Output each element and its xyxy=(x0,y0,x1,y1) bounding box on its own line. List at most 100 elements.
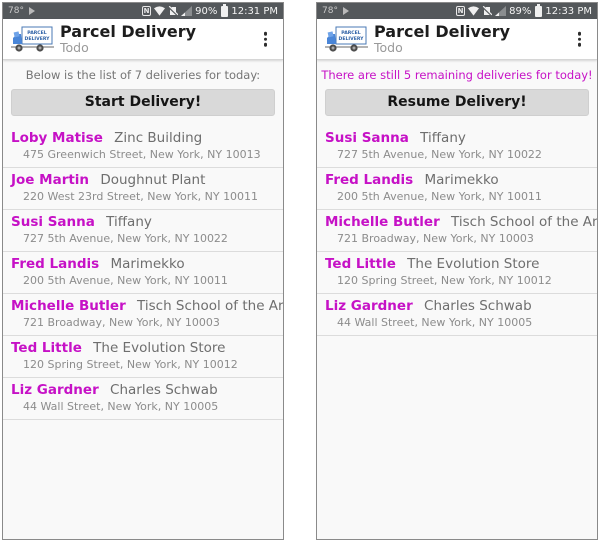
customer-name: Loby Matise xyxy=(11,130,103,146)
delivery-list-item[interactable]: Liz Gardner Charles Schwab 44 Wall Stree… xyxy=(3,378,283,420)
delivery-address: 220 West 23rd Street, New York, NY 10011 xyxy=(23,190,259,203)
venue-name: Tiffany xyxy=(106,214,152,230)
wifi-icon xyxy=(468,6,480,16)
customer-name: Susi Sanna xyxy=(325,130,409,146)
venue-name: Charles Schwab xyxy=(110,382,218,398)
battery-icon xyxy=(221,3,229,17)
signal-strength-icon xyxy=(495,6,507,16)
battery-icon xyxy=(535,3,543,17)
venue-name: Marimekko xyxy=(110,256,185,272)
status-right-cluster: N 89% 12:33 PM xyxy=(456,3,592,17)
delivery-address: 44 Wall Street, New York, NY 10005 xyxy=(23,400,219,413)
venue-name: Tisch School of the Arts xyxy=(137,298,283,314)
svg-text:DELIVERY: DELIVERY xyxy=(339,36,365,42)
delivery-line: Liz Gardner Charles Schwab xyxy=(317,298,597,315)
delivery-address: 727 5th Avenue, New York, NY 10022 xyxy=(337,148,542,161)
delivery-list: Loby Matise Zinc Building 475 Greenwich … xyxy=(3,126,283,420)
customer-name: Ted Little xyxy=(11,340,82,356)
delivery-list-item[interactable]: Liz Gardner Charles Schwab 44 Wall Stree… xyxy=(317,294,597,336)
status-left-cluster: 78° xyxy=(322,6,349,16)
play-icon xyxy=(342,7,349,15)
temperature-text: 78° xyxy=(322,6,338,16)
delivery-list: Susi Sanna Tiffany 727 5th Avenue, New Y… xyxy=(317,126,597,336)
status-bar: 78° N 90% 12:31 PM xyxy=(3,3,283,19)
venue-name: Charles Schwab xyxy=(424,298,532,314)
app-bar: PARCEL DELIVERY Parcel Delivery Todo xyxy=(3,19,283,60)
delivery-address: 721 Broadway, New York, NY 10003 xyxy=(23,316,220,329)
app-logo-truck-icon: PARCEL DELIVERY xyxy=(11,26,54,52)
venue-name: The Evolution Store xyxy=(407,256,540,272)
phone-screen-todo-start: 78° N 90% 12:31 PM PARCEL DELIVERY xyxy=(2,2,284,540)
delivery-list-item[interactable]: Fred Landis Marimekko 200 5th Avenue, Ne… xyxy=(3,252,283,294)
delivery-line: Joe Martin Doughnut Plant xyxy=(3,172,283,189)
delivery-list-item[interactable]: Ted Little The Evolution Store 120 Sprin… xyxy=(3,336,283,378)
app-bar-titles: Parcel Delivery Todo xyxy=(60,23,196,55)
customer-name: Joe Martin xyxy=(11,172,90,188)
delivery-list-item[interactable]: Michelle Butler Tisch School of the Arts… xyxy=(317,210,597,252)
delivery-list-item[interactable]: Susi Sanna Tiffany 727 5th Avenue, New Y… xyxy=(3,210,283,252)
clock-text: 12:33 PM xyxy=(545,5,592,17)
delivery-list-item[interactable]: Michelle Butler Tisch School of the Arts… xyxy=(3,294,283,336)
customer-name: Fred Landis xyxy=(325,172,414,188)
battery-percent-text: 90% xyxy=(195,5,218,17)
customer-name: Liz Gardner xyxy=(11,382,99,398)
delivery-line: Liz Gardner Charles Schwab xyxy=(3,382,283,399)
app-title: Parcel Delivery xyxy=(60,22,197,41)
delivery-line: Susi Sanna Tiffany xyxy=(3,214,283,231)
delivery-list-item[interactable]: Loby Matise Zinc Building 475 Greenwich … xyxy=(3,126,283,168)
app-title: Parcel Delivery xyxy=(374,22,511,41)
delivery-address: 727 5th Avenue, New York, NY 10022 xyxy=(23,232,228,245)
phone-screen-todo-resume: 78° N 89% 12:33 PM PARCEL DELIVERY xyxy=(316,2,598,540)
venue-name: Doughnut Plant xyxy=(100,172,206,188)
svg-text:PARCEL: PARCEL xyxy=(341,30,361,36)
delivery-line: Susi Sanna Tiffany xyxy=(317,130,597,147)
nfc-icon: N xyxy=(142,6,152,16)
no-sim-icon xyxy=(168,6,179,16)
nfc-icon: N xyxy=(456,6,466,16)
overflow-menu-icon[interactable] xyxy=(260,28,272,51)
customer-name: Michelle Butler xyxy=(325,214,440,230)
remaining-deliveries-text: There are still 5 remaining deliveries f… xyxy=(321,68,593,82)
delivery-address: 200 5th Avenue, New York, NY 10011 xyxy=(23,274,228,287)
customer-name: Fred Landis xyxy=(11,256,100,272)
temperature-text: 78° xyxy=(8,6,24,16)
delivery-list-item[interactable]: Joe Martin Doughnut Plant 220 West 23rd … xyxy=(3,168,283,210)
svg-text:PARCEL: PARCEL xyxy=(27,30,47,36)
app-subtitle: Todo xyxy=(60,40,89,55)
delivery-list-item[interactable]: Ted Little The Evolution Store 120 Sprin… xyxy=(317,252,597,294)
resume-delivery-button[interactable]: Resume Delivery! xyxy=(325,89,589,116)
play-icon xyxy=(28,7,35,15)
delivery-address: 721 Broadway, New York, NY 10003 xyxy=(337,232,534,245)
app-subtitle: Todo xyxy=(374,40,403,55)
svg-text:DELIVERY: DELIVERY xyxy=(25,36,51,42)
status-bar: 78° N 89% 12:33 PM xyxy=(317,3,597,19)
delivery-line: Michelle Butler Tisch School of the Arts xyxy=(3,298,283,315)
start-delivery-button[interactable]: Start Delivery! xyxy=(11,89,275,116)
signal-strength-icon xyxy=(181,6,193,16)
venue-name: Tisch School of the Arts xyxy=(451,214,597,230)
no-sim-icon xyxy=(482,6,493,16)
wifi-icon xyxy=(154,6,166,16)
app-bar: PARCEL DELIVERY Parcel Delivery Todo xyxy=(317,19,597,60)
app-logo-truck-icon: PARCEL DELIVERY xyxy=(325,26,368,52)
customer-name: Ted Little xyxy=(325,256,396,272)
overflow-menu-icon[interactable] xyxy=(574,28,586,51)
delivery-address: 120 Spring Street, New York, NY 10012 xyxy=(337,274,552,287)
venue-name: The Evolution Store xyxy=(93,340,226,356)
venue-name: Zinc Building xyxy=(114,130,203,146)
status-left-cluster: 78° xyxy=(8,6,35,16)
battery-percent-text: 89% xyxy=(509,5,532,17)
delivery-line: Michelle Butler Tisch School of the Arts xyxy=(317,214,597,231)
app-bar-titles: Parcel Delivery Todo xyxy=(374,23,510,55)
status-right-cluster: N 90% 12:31 PM xyxy=(142,3,278,17)
venue-name: Tiffany xyxy=(420,130,466,146)
delivery-line: Loby Matise Zinc Building xyxy=(3,130,283,147)
clock-text: 12:31 PM xyxy=(231,5,278,17)
delivery-list-item[interactable]: Susi Sanna Tiffany 727 5th Avenue, New Y… xyxy=(317,126,597,168)
delivery-list-item[interactable]: Fred Landis Marimekko 200 5th Avenue, Ne… xyxy=(317,168,597,210)
delivery-address: 44 Wall Street, New York, NY 10005 xyxy=(337,316,533,329)
customer-name: Liz Gardner xyxy=(325,298,413,314)
deliveries-summary-text: Below is the list of 7 deliveries for to… xyxy=(25,68,261,82)
delivery-address: 475 Greenwich Street, New York, NY 10013 xyxy=(23,148,261,161)
